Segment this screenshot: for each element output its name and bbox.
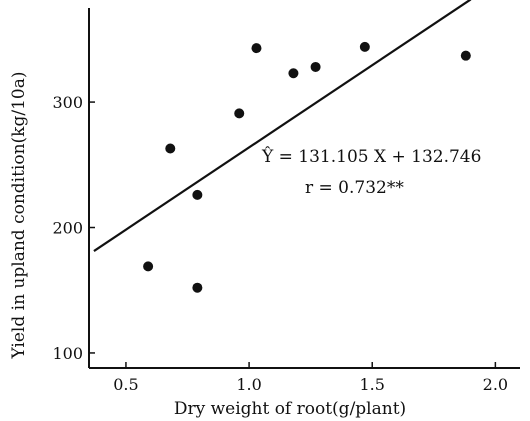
regression-line — [93, 0, 472, 252]
axes — [88, 8, 520, 369]
x-tick-label: 1.5 — [360, 375, 385, 394]
y-ticks: 100 200 300 — [52, 93, 95, 363]
x-tick-label: 2.0 — [483, 375, 508, 394]
regression-equation: Ŷ = 131.105 X + 132.746 — [261, 146, 481, 167]
y-axis-label: Yield in upland condition(kg/10a) — [9, 72, 29, 360]
data-point — [192, 189, 203, 200]
y-tick-label: 200 — [52, 219, 83, 238]
data-point — [143, 261, 154, 272]
x-tick-label: 0.5 — [113, 375, 138, 394]
x-axis-label: Dry weight of root(g/plant) — [174, 399, 406, 419]
y-tick-label: 100 — [52, 344, 83, 363]
data-point — [460, 50, 471, 61]
y-tick-label: 300 — [52, 93, 83, 112]
data-point — [288, 68, 299, 79]
x-tick-label: 1.0 — [236, 375, 261, 394]
data-point — [251, 43, 262, 54]
data-point — [192, 282, 203, 293]
correlation-coefficient: r = 0.732** — [305, 178, 404, 198]
data-point — [359, 41, 370, 52]
data-point — [165, 143, 176, 154]
data-points — [143, 41, 471, 293]
data-point — [234, 108, 245, 119]
x-ticks: 0.5 1.0 1.5 2.0 — [113, 362, 508, 394]
data-point — [310, 61, 321, 72]
